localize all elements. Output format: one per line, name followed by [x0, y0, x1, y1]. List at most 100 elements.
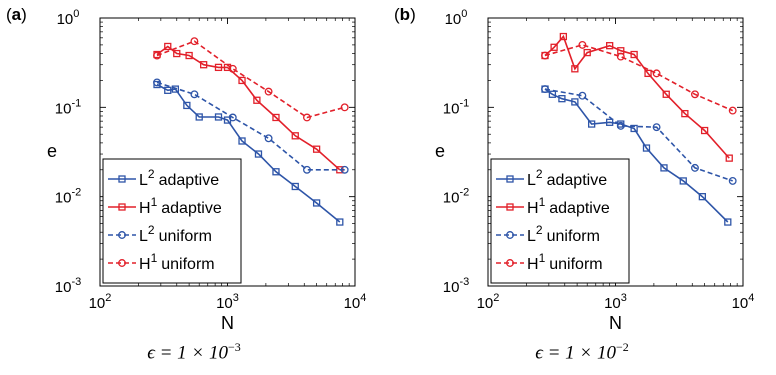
chart-svg-a: 102 103 104 10-3 10-2 10-1 100 Ne L2 adaptive H1 ad… [47, 8, 367, 333]
data-point [559, 32, 568, 41]
y-tick-label: 100 [57, 8, 80, 28]
chart-svg-b: 102 103 104 10-3 10-2 10-1 100 Ne L2 adaptive H1 ad… [435, 8, 755, 333]
y-tick-label: 10-3 [55, 276, 81, 296]
legend-label: H1 adaptive [527, 195, 610, 217]
data-point [616, 121, 625, 130]
data-point [190, 37, 199, 46]
data-point [506, 175, 514, 183]
data-point [253, 96, 261, 104]
data-point [660, 164, 668, 172]
legend-label: H1 uniform [139, 251, 215, 273]
legend-label: L2 uniform [139, 223, 212, 245]
data-point [195, 113, 203, 121]
data-point [506, 231, 514, 239]
y-axis-label: e [435, 141, 445, 161]
data-point [606, 42, 614, 50]
legend: L2 adaptive H1 adaptive L2 uniform H1 uniform [490, 158, 630, 284]
data-point [541, 51, 549, 60]
data-point [340, 165, 349, 174]
data-point [199, 61, 208, 69]
legend-label: L2 adaptive [527, 167, 607, 189]
plot-frame [487, 17, 744, 287]
series-line [544, 44, 734, 112]
data-point [691, 90, 699, 99]
data-point [118, 231, 126, 239]
data-point [728, 176, 737, 185]
data-point [183, 101, 191, 110]
legend-item: H1 uniform [108, 251, 215, 273]
legend-item: L2 adaptive [108, 167, 219, 189]
series-H1-uniform [153, 37, 349, 122]
data-point [190, 90, 199, 99]
series-line [156, 81, 345, 171]
data-point [118, 175, 126, 183]
data-point [272, 168, 280, 176]
data-point [264, 134, 273, 143]
legend-item: H1 uniform [496, 251, 603, 273]
data-point [303, 113, 311, 122]
data-point [571, 98, 579, 106]
data-point [642, 144, 651, 152]
series-L2-adaptive [153, 80, 344, 226]
data-point [506, 203, 514, 211]
data-point [662, 90, 670, 98]
data-point [652, 123, 661, 132]
x-tick-label: 104 [344, 292, 367, 312]
data-point [724, 218, 732, 226]
data-point [118, 203, 126, 211]
data-point [681, 109, 689, 118]
data-point [506, 259, 514, 267]
legend-label: L2 adaptive [139, 167, 219, 189]
series-line [544, 88, 729, 223]
data-point [214, 113, 223, 121]
data-point [679, 177, 687, 185]
data-point [652, 69, 661, 78]
data-point [214, 63, 223, 72]
x-tick-label: 102 [89, 292, 112, 312]
panel-caption: ϵ = 1 × 10−2 [535, 340, 629, 364]
data-point [291, 182, 299, 191]
data-point [228, 64, 237, 73]
series-L2-uniform [541, 85, 737, 185]
data-point [173, 49, 181, 58]
data-point [578, 91, 587, 100]
legend-label: H1 uniform [527, 251, 603, 273]
data-point [541, 85, 549, 94]
data-point [254, 150, 263, 158]
data-point [550, 43, 558, 51]
x-tick-label: 104 [732, 292, 755, 312]
data-point [700, 126, 709, 135]
series-line [544, 34, 730, 159]
data-point [185, 51, 193, 60]
legend-item: H1 adaptive [496, 195, 610, 217]
panel-label: (b) [394, 5, 416, 24]
series-line [544, 88, 733, 182]
plot-frame [99, 17, 356, 287]
data-point [291, 132, 299, 140]
legend-item: L2 adaptive [496, 167, 607, 189]
data-point [606, 118, 614, 126]
x-axis-label: N [609, 313, 622, 333]
data-point [616, 52, 625, 61]
legend-label: L2 uniform [527, 223, 600, 245]
series-H1-uniform [541, 40, 737, 115]
data-point [228, 113, 237, 122]
y-tick-label: 10-3 [443, 276, 469, 296]
data-point [312, 145, 321, 153]
data-point [336, 218, 344, 226]
x-tick-label: 103 [604, 292, 627, 312]
series-L2-uniform [153, 78, 349, 174]
data-point [725, 154, 733, 162]
data-point [587, 120, 596, 128]
series-H1-adaptive [153, 42, 344, 174]
data-point [340, 103, 349, 112]
data-point [578, 40, 587, 49]
legend-item: H1 adaptive [108, 195, 222, 217]
x-axis-label: N [221, 313, 234, 333]
data-point [303, 165, 311, 174]
data-point [571, 65, 579, 73]
data-point [548, 90, 557, 98]
legend-item: L2 uniform [496, 223, 600, 245]
